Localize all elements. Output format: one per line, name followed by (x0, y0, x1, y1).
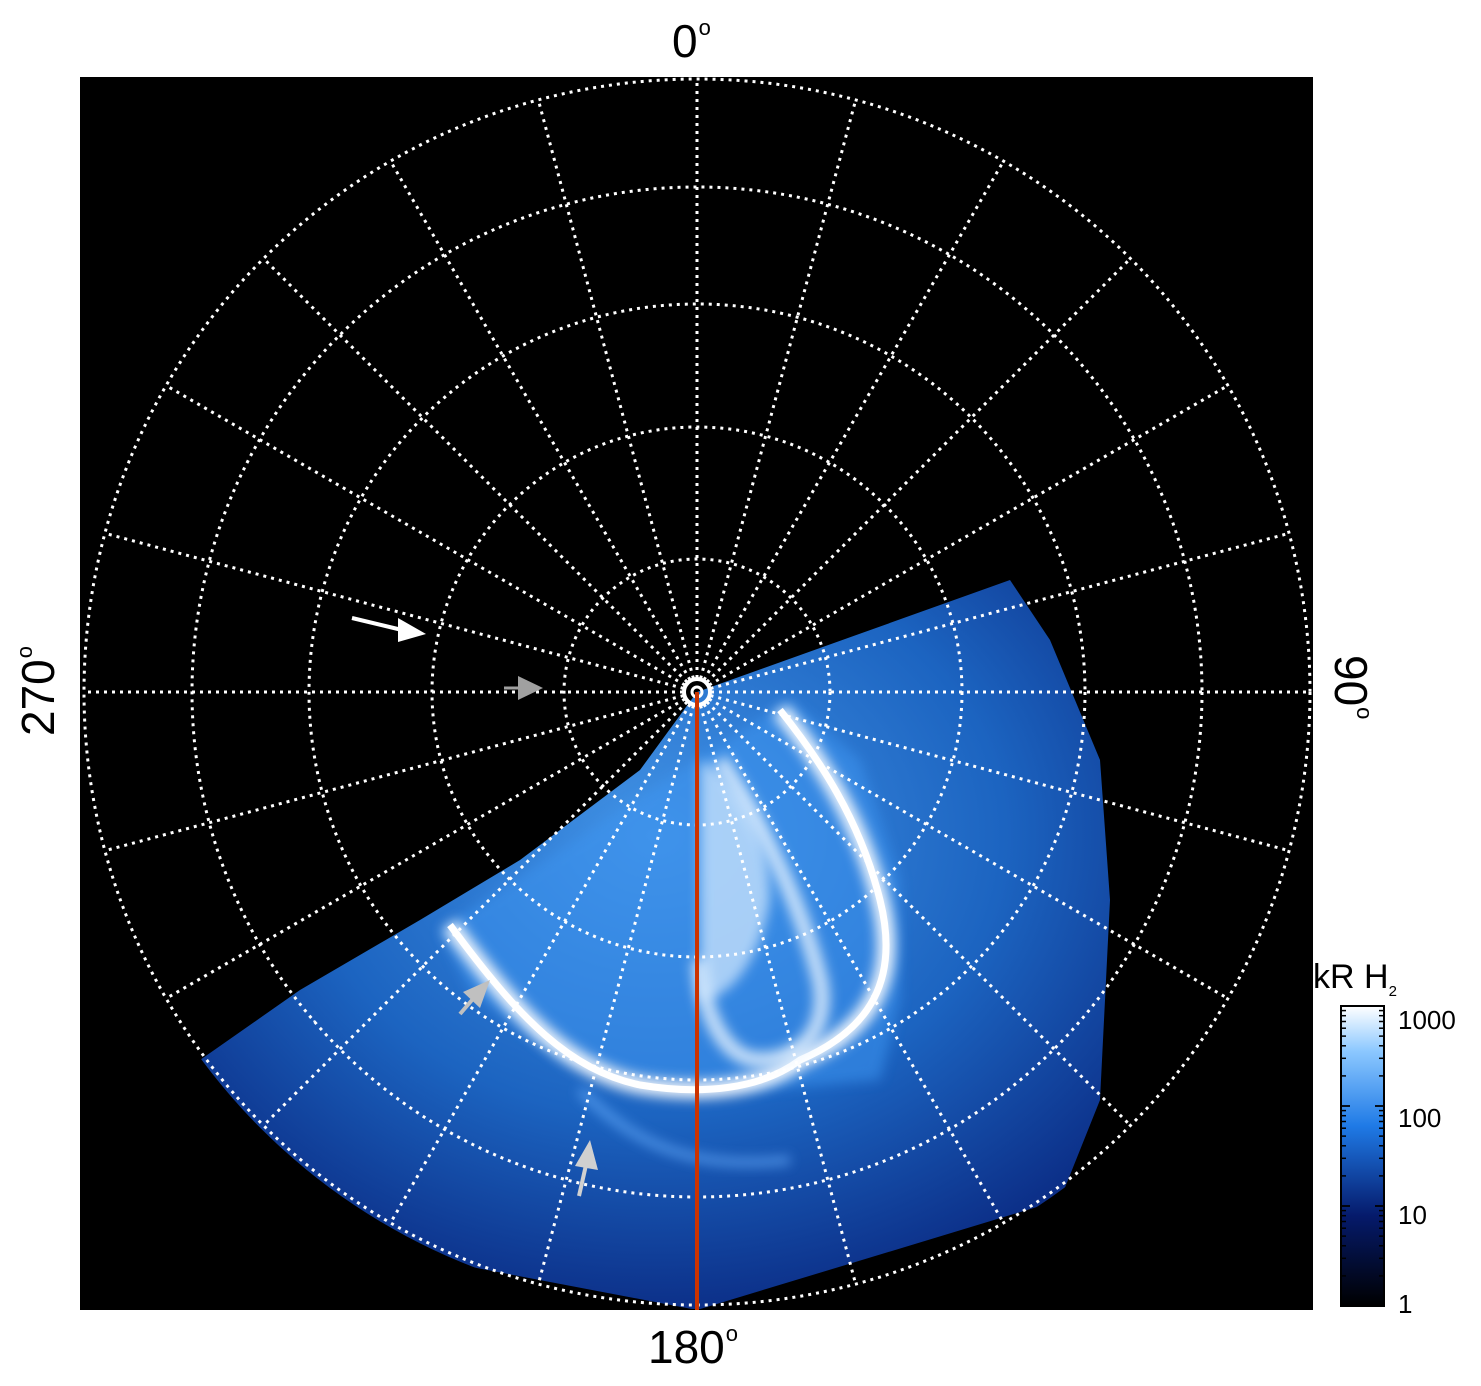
longitude-label-right: 90o (1325, 655, 1377, 720)
colorbar-gradient (1340, 1005, 1385, 1307)
main-auroral-oval-core (447, 707, 890, 1094)
colorbar-tick-label: 10 (1398, 1200, 1427, 1230)
longitude-label-bottom: 180o (648, 1321, 738, 1373)
aurora-emission (200, 580, 1110, 1309)
colorbar-title: kR H2 (1313, 958, 1397, 1000)
colorbar-tick-label: 1 (1398, 1289, 1413, 1319)
outer-faint-arc (577, 1087, 791, 1167)
observed-region-edge-glow (440, 700, 900, 1090)
colorbar-tick-label: 100 (1398, 1103, 1442, 1133)
inner-emission-band (692, 755, 830, 1069)
gray-arrow-bottom (575, 1140, 598, 1197)
longitude-label-left: 270o (12, 646, 64, 736)
colorbar-minor-ticks (1341, 1005, 1384, 1307)
colorbar-tick-label: 1000 (1398, 1005, 1456, 1035)
longitude-label-top: 0o (672, 15, 711, 67)
gray-arrow-upper (504, 676, 543, 700)
gray-arrow-left (458, 980, 490, 1016)
white-arrow (351, 616, 426, 642)
polar-emission-patch (700, 760, 770, 1000)
